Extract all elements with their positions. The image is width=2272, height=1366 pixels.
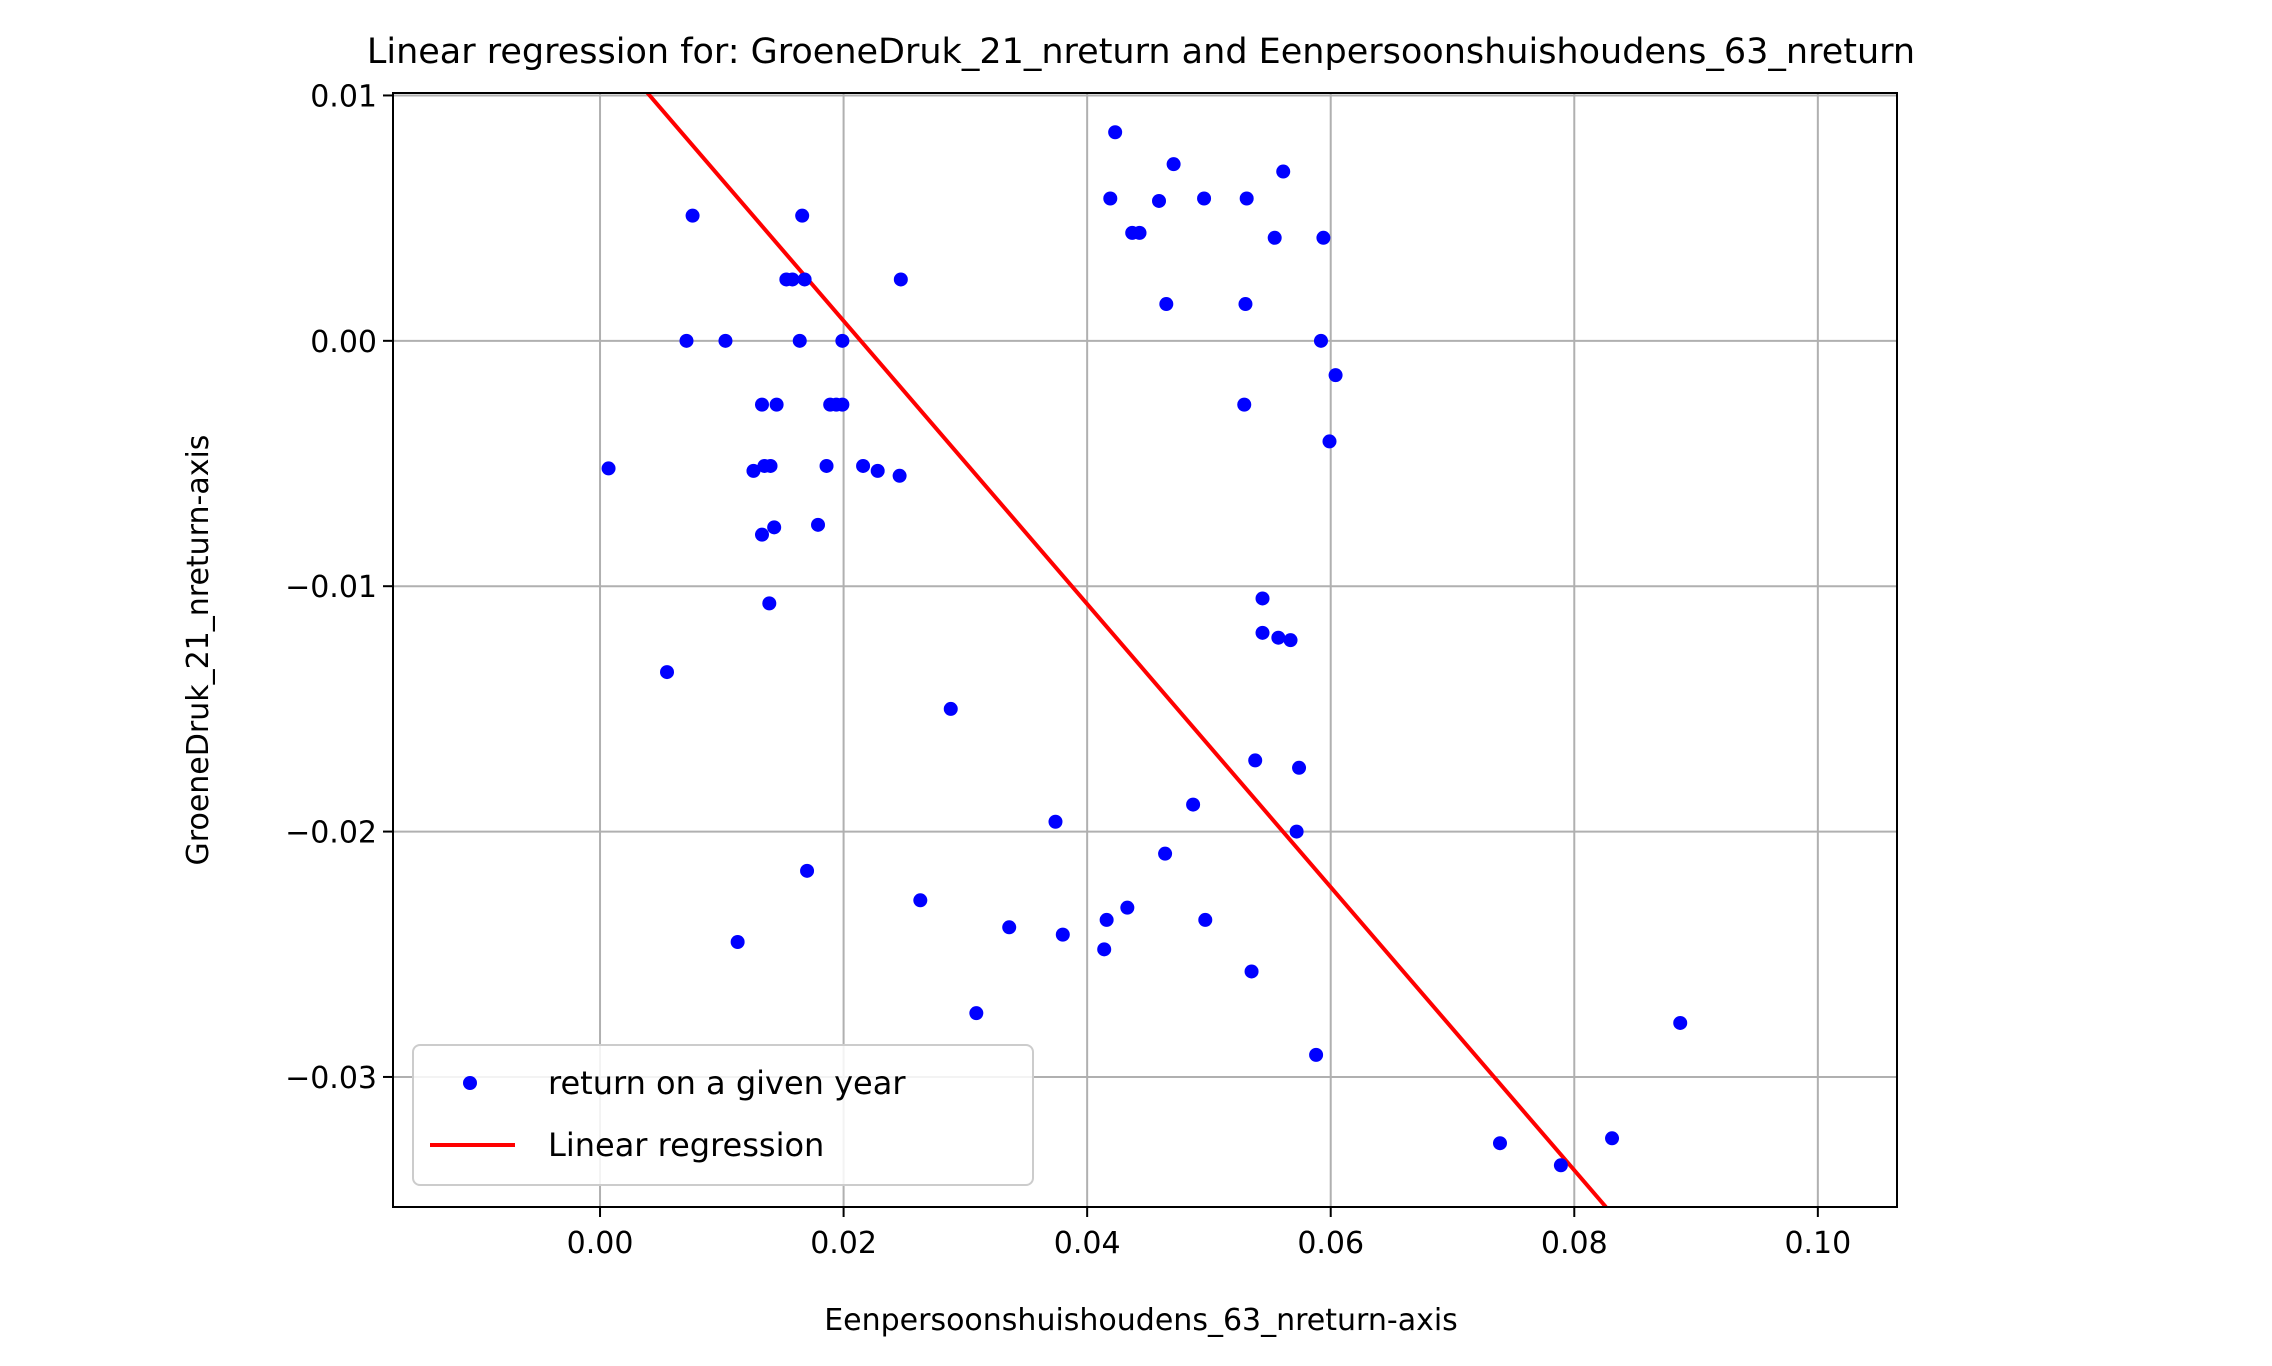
- scatter-point: [1313, 333, 1328, 348]
- points-layer: [601, 125, 1688, 1173]
- scatter-point: [1132, 225, 1147, 240]
- scatter-point: [800, 863, 815, 878]
- scatter-point: [1186, 797, 1201, 812]
- scatter-point: [763, 458, 778, 473]
- y-tick-label: −0.01: [285, 570, 377, 605]
- regression-line-layer: [646, 93, 1608, 1207]
- scatter-point: [1099, 912, 1114, 927]
- scatter-point: [660, 665, 675, 680]
- y-tick-label: 0.00: [310, 325, 377, 360]
- scatter-point: [1002, 920, 1017, 935]
- legend-label-line: Linear regression: [548, 1126, 824, 1164]
- x-tick-label: 0.02: [810, 1226, 877, 1261]
- scatter-point: [1605, 1131, 1620, 1146]
- scatter-point: [1316, 230, 1331, 245]
- scatter-point: [785, 272, 800, 287]
- legend: return on a given year Linear regression: [412, 1044, 1034, 1186]
- scatter-point: [1238, 297, 1253, 312]
- x-tick-label: 0.00: [567, 1226, 634, 1261]
- y-axis-ticks: 0.01 0.00 −0.01 −0.02 −0.03: [285, 79, 393, 1096]
- scatter-point: [1255, 591, 1270, 606]
- scatter-point: [1328, 368, 1343, 383]
- scatter-point: [1197, 191, 1212, 206]
- scatter-point: [718, 333, 733, 348]
- scatter-point: [1152, 193, 1167, 208]
- x-tick-label: 0.08: [1541, 1226, 1608, 1261]
- y-tick-label: −0.03: [285, 1061, 377, 1096]
- scatter-point: [892, 468, 907, 483]
- scatter-point: [767, 520, 782, 535]
- scatter-point: [679, 333, 694, 348]
- scatter-point: [1198, 912, 1213, 927]
- scatter-point: [1292, 760, 1307, 775]
- x-axis-ticks: 0.00 0.02 0.04 0.06 0.08 0.10: [567, 1207, 1851, 1261]
- scatter-point: [835, 397, 850, 412]
- scatter-point: [913, 893, 928, 908]
- chart-title: Linear regression for: GroeneDruk_21_nre…: [367, 32, 1915, 72]
- scatter-point: [1492, 1136, 1507, 1151]
- scatter-point: [870, 463, 885, 478]
- scatter-point: [1244, 964, 1259, 979]
- scatter-point: [1248, 753, 1263, 768]
- scatter-point: [1283, 633, 1298, 648]
- scatter-point: [797, 272, 812, 287]
- scatter-point: [754, 397, 769, 412]
- scatter-point: [1108, 125, 1123, 140]
- grid: [393, 93, 1897, 1207]
- scatter-point: [762, 596, 777, 611]
- scatter-point: [893, 272, 908, 287]
- x-tick-label: 0.06: [1297, 1226, 1364, 1261]
- x-tick-label: 0.10: [1784, 1226, 1851, 1261]
- scatter-point: [1255, 625, 1270, 640]
- scatter-point: [1267, 230, 1282, 245]
- scatter-point: [1103, 191, 1118, 206]
- x-tick-label: 0.04: [1054, 1226, 1121, 1261]
- scatter-point: [1322, 434, 1337, 449]
- scatter-point: [1553, 1158, 1568, 1173]
- scatter-point: [746, 463, 761, 478]
- scatter-point: [1673, 1015, 1688, 1030]
- scatter-point: [819, 458, 834, 473]
- legend-marker-scatter: [463, 1076, 477, 1090]
- scatter-point: [1055, 927, 1070, 942]
- scatter-point: [1271, 630, 1286, 645]
- scatter-point: [792, 333, 807, 348]
- scatter-point: [769, 397, 784, 412]
- scatter-point: [1048, 814, 1063, 829]
- y-tick-label: 0.01: [310, 79, 377, 114]
- scatter-point: [1097, 942, 1112, 957]
- x-axis-label: Eenpersoonshuishoudens_63_nreturn-axis: [824, 1303, 1458, 1338]
- scatter-point: [835, 333, 850, 348]
- regression-line: [646, 93, 1608, 1207]
- scatter-point: [969, 1006, 984, 1021]
- scatter-point: [1309, 1047, 1324, 1062]
- y-axis-label: GroeneDruk_21_nreturn-axis: [181, 435, 216, 866]
- legend-label-scatter: return on a given year: [548, 1064, 906, 1102]
- scatter-point: [795, 208, 810, 223]
- y-tick-label: −0.02: [285, 816, 377, 851]
- scatter-point: [1276, 164, 1291, 179]
- scatter-point: [1239, 191, 1254, 206]
- plot-frame: [392, 92, 1898, 1208]
- scatter-point: [601, 461, 616, 476]
- legend-box: [412, 1044, 1034, 1186]
- scatter-point: [730, 934, 745, 949]
- scatter-point: [1120, 900, 1135, 915]
- scatter-point: [811, 517, 826, 532]
- scatter-point: [685, 208, 700, 223]
- scatter-point: [1289, 824, 1304, 839]
- scatter-point: [1237, 397, 1252, 412]
- scatter-point: [943, 701, 958, 716]
- scatter-point: [1159, 297, 1174, 312]
- scatter-point: [1166, 157, 1181, 172]
- scatter-point: [1158, 846, 1173, 861]
- scatter-point: [856, 458, 871, 473]
- scatter-point: [754, 527, 769, 542]
